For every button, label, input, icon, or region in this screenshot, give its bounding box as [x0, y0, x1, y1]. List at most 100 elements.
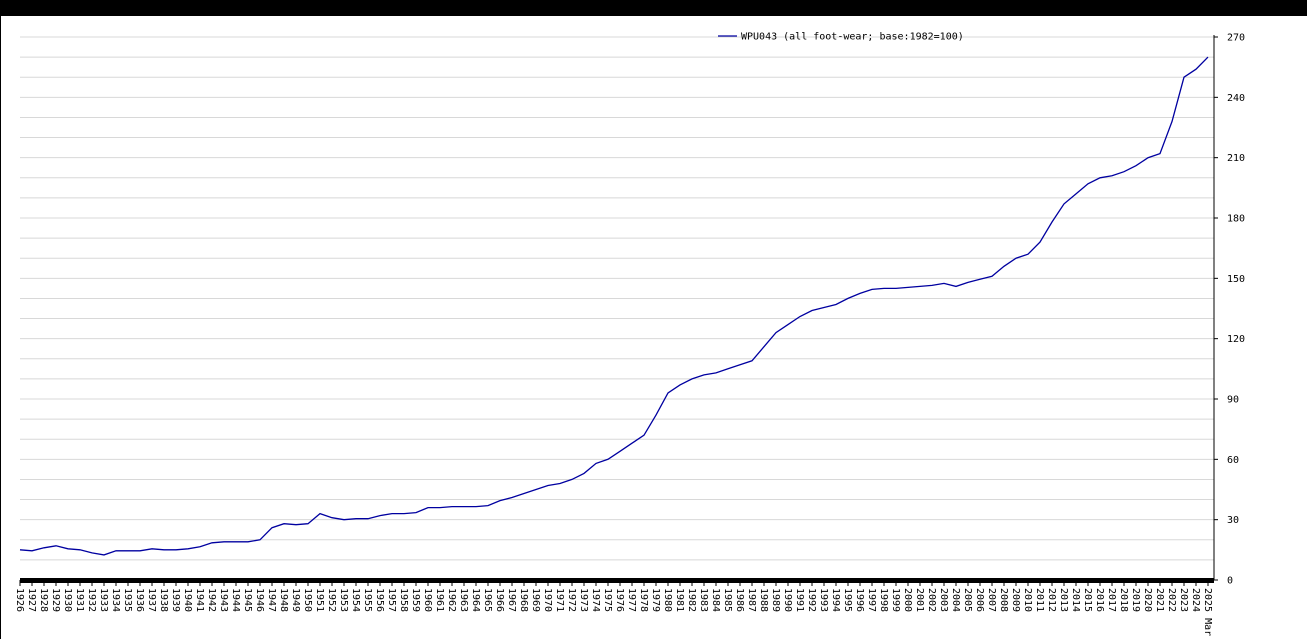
x-tick-label: 1964: [470, 588, 481, 612]
x-tick-label: 1938: [158, 588, 169, 612]
y-tick-label: 30: [1227, 515, 1239, 526]
x-tick-label: 1971: [554, 588, 565, 612]
x-tick-label: 1969: [530, 588, 541, 612]
x-tick-label: 2016: [1094, 588, 1105, 612]
x-tick-label: 2015: [1082, 588, 1093, 612]
x-tick-label: 1965: [482, 588, 493, 612]
y-tick-label: 150: [1227, 274, 1245, 285]
y-tick-label: 240: [1227, 93, 1245, 104]
x-tick-label: 1980: [662, 588, 673, 612]
x-tick-label: 1967: [506, 588, 517, 612]
x-tick-label: 1975: [602, 588, 613, 612]
x-tick-label: 2017: [1106, 588, 1117, 612]
x-tick-label: 2003: [938, 588, 949, 612]
x-tick-label: 2018: [1118, 588, 1129, 612]
x-tick-label: 1957: [386, 588, 397, 612]
x-tick-label: 1942: [206, 588, 217, 612]
x-tick-label: 1992: [806, 588, 817, 612]
x-tick-label: 1988: [758, 588, 769, 612]
x-tick-label: 1968: [518, 588, 529, 612]
x-tick-label: 1993: [818, 588, 829, 612]
x-tick-label: 2006: [974, 588, 985, 612]
x-tick-label: 1950: [302, 588, 313, 612]
x-tick-label: 1936: [134, 588, 145, 612]
x-tick-label: 1973: [578, 588, 589, 612]
x-tick-label: 1932: [86, 588, 97, 612]
x-tick-label: 2009: [1010, 588, 1021, 612]
x-tick-label: 1986: [734, 588, 745, 612]
x-tick-label: 2005: [962, 588, 973, 612]
x-tick-label: 2021: [1154, 588, 1165, 612]
x-tick-label: 1994: [830, 588, 841, 612]
x-tick-label: 1930: [62, 588, 73, 612]
x-tick-label: 1935: [122, 588, 133, 612]
x-axis: [20, 578, 1214, 583]
x-tick-label: 1974: [590, 588, 601, 612]
x-tick-label: 1962: [446, 588, 457, 612]
x-tick-label: 1949: [290, 588, 301, 612]
x-tick-label: 1928: [38, 588, 49, 612]
x-tick-label: 1961: [434, 588, 445, 612]
x-tick-label: 2025 Mar: [1202, 588, 1213, 636]
x-tick-label: 1945: [242, 588, 253, 612]
x-tick-label: 1970: [542, 588, 553, 612]
x-tick-label: 2008: [998, 588, 1009, 612]
x-tick-label: 2013: [1058, 588, 1069, 612]
x-tick-label: 1981: [674, 588, 685, 612]
x-tick-label: 1941: [194, 588, 205, 612]
x-tick-label: 2011: [1034, 588, 1045, 612]
legend-label: WPU043 (all foot-wear; base:1982=100): [741, 32, 964, 43]
x-tick-label: 1931: [74, 588, 85, 612]
x-tick-label: 1989: [770, 588, 781, 612]
x-tick-label: 2000: [902, 588, 913, 612]
x-tick-label: 1953: [338, 588, 349, 612]
x-tick-label: 1995: [842, 588, 853, 612]
x-tick-label: 1996: [854, 588, 865, 612]
x-tick-label: 1990: [782, 588, 793, 612]
x-tick-label: 1960: [422, 588, 433, 612]
x-tick-label: 1959: [410, 588, 421, 612]
x-tick-label: 2004: [950, 588, 961, 612]
x-tick-label: 2014: [1070, 588, 1081, 612]
y-tick-label: 0: [1227, 576, 1233, 587]
x-tick-label: 1984: [710, 588, 721, 612]
x-tick-label: 1946: [254, 588, 265, 612]
x-tick-label: 1987: [746, 588, 757, 612]
x-tick-label: 1947: [266, 588, 277, 612]
x-tick-label: 1948: [278, 588, 289, 612]
x-tick-label: 2012: [1046, 588, 1057, 612]
x-tick-label: 1978: [638, 588, 649, 612]
x-tick-label: 2007: [986, 588, 997, 612]
x-tick-label: 1998: [878, 588, 889, 612]
x-tick-label: 2022: [1166, 588, 1177, 612]
x-tick-label: 1979: [650, 588, 661, 612]
x-tick-label: 2023: [1178, 588, 1189, 612]
x-tick-label: 1954: [350, 588, 361, 612]
line: [19, 56, 1209, 556]
x-tick-label: 1940: [182, 588, 193, 612]
x-tick-label: 1926: [14, 588, 25, 612]
x-tick-label: 2020: [1142, 588, 1153, 612]
top-bar: [0, 0, 1307, 16]
x-tick-label: 2010: [1022, 588, 1033, 612]
x-tick-label: 2024: [1190, 588, 1201, 612]
x-tick-label: 1955: [362, 588, 373, 612]
y-tick-label: 210: [1227, 153, 1245, 164]
y-tick-label: 60: [1227, 455, 1239, 466]
x-tick-label: 2019: [1130, 588, 1141, 612]
x-tick-label: 1927: [26, 588, 37, 612]
x-tick-label: 1933: [98, 588, 109, 612]
x-tick-label: 1976: [614, 588, 625, 612]
x-tick-label: 1985: [722, 588, 733, 612]
x-tick-label: 2001: [914, 588, 925, 612]
x-tick-label: 1929: [50, 588, 61, 612]
x-tick-label: 1939: [170, 588, 181, 612]
x-tick-label: 1934: [110, 588, 121, 612]
x-tick-label: 1972: [566, 588, 577, 612]
y-tick-label: 90: [1227, 395, 1239, 406]
x-tick-label: 1951: [314, 588, 325, 612]
x-tick-label: 1997: [866, 588, 877, 612]
x-tick-label: 1983: [698, 588, 709, 612]
